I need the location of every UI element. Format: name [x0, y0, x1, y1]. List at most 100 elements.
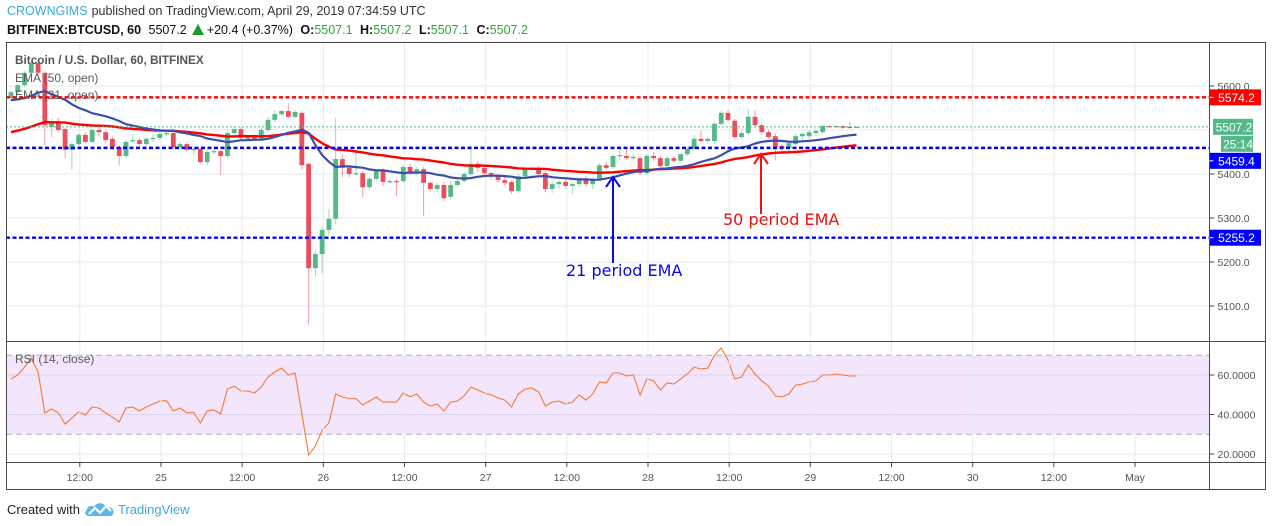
- candle-down: [346, 166, 352, 178]
- candle-up: [387, 178, 393, 185]
- up-triangle-icon: [191, 24, 204, 35]
- candle-body: [617, 155, 623, 157]
- candle-down: [657, 155, 663, 170]
- candle-up: [130, 133, 136, 144]
- candle-down: [583, 176, 589, 186]
- candle-body: [116, 147, 122, 156]
- candle-body: [191, 148, 197, 151]
- price-axis-label: 5400.0: [1218, 169, 1250, 181]
- candle-body: [441, 185, 447, 199]
- candle-body: [739, 133, 744, 138]
- price-tag: 5255.2: [1209, 229, 1261, 246]
- rsi-legend[interactable]: RSI (14, close): [15, 352, 95, 366]
- candle-down: [827, 125, 832, 128]
- time-axis-label: 26: [317, 472, 329, 484]
- candle-down: [542, 170, 548, 193]
- price-axis-label: 5100.0: [1218, 301, 1250, 313]
- candle-body: [515, 176, 521, 192]
- candle-down: [103, 130, 109, 144]
- candle-up: [793, 133, 799, 146]
- candle-up: [191, 147, 197, 155]
- candle-body: [576, 178, 582, 185]
- candle-up: [712, 122, 717, 144]
- candle-up: [718, 111, 724, 127]
- candle-up: [833, 125, 839, 128]
- ema21-line: [10, 89, 857, 181]
- candle-body: [367, 178, 372, 188]
- candle-up: [630, 154, 636, 161]
- candle-down: [238, 126, 244, 141]
- price-tag-label: 5255.2: [1218, 231, 1255, 245]
- time-axis[interactable]: 12:00 25 12:00 26 12:00 27 12:00 28 12:00 29 12:00…: [67, 462, 1146, 484]
- candle-body: [509, 181, 514, 192]
- candle-body: [847, 126, 853, 129]
- candle-body: [184, 144, 190, 150]
- time-axis-label: 12:00: [1041, 472, 1067, 484]
- candle-up: [813, 129, 819, 137]
- candle-up: [455, 178, 460, 188]
- candle-body: [678, 154, 684, 161]
- price-tag-label: 5574.2: [1218, 91, 1255, 105]
- last-price: 5507.2: [148, 23, 187, 37]
- candle-body: [705, 138, 711, 141]
- candle-up: [806, 130, 812, 139]
- candle-up: [691, 134, 697, 152]
- rsi-axis[interactable]: 60.0000 40.0000 20.0000: [1209, 370, 1256, 461]
- low-label: L:: [418, 23, 431, 37]
- candle-down: [502, 177, 508, 185]
- candle-up: [225, 130, 230, 159]
- candle-body: [340, 159, 345, 168]
- candle-body: [204, 152, 210, 163]
- candle-up: [468, 144, 474, 177]
- candle-body: [766, 132, 771, 138]
- ema21-legend[interactable]: EMA (21, open): [15, 88, 99, 102]
- candle-body: [225, 133, 230, 156]
- candle-body: [482, 167, 487, 174]
- rsi-pane: [6, 346, 1210, 457]
- candle-body: [15, 85, 21, 93]
- candle-up: [333, 118, 339, 225]
- candle-body: [651, 155, 656, 159]
- candle-up: [617, 149, 623, 160]
- candle-body: [644, 155, 650, 174]
- candle-body: [103, 132, 109, 141]
- candle-body: [414, 169, 420, 174]
- candle-body: [448, 185, 454, 197]
- candle-body: [813, 130, 819, 134]
- candle-body: [353, 173, 359, 175]
- candle-body: [603, 165, 609, 168]
- candle-down: [170, 132, 176, 149]
- candle-up: [69, 141, 75, 171]
- candle-body: [299, 112, 305, 166]
- candle-up: [265, 116, 271, 133]
- candle-body: [495, 176, 501, 181]
- candle-body: [718, 112, 724, 124]
- tradingview-logo-icon: [85, 503, 114, 516]
- candle-down: [651, 152, 656, 161]
- price-tag: 5459.4: [1209, 152, 1261, 169]
- time-axis-label: 12:00: [229, 472, 255, 484]
- candle-down: [394, 178, 399, 196]
- candle-body: [542, 173, 548, 189]
- tradingview-link[interactable]: TradingView: [84, 500, 190, 518]
- candle-body: [170, 133, 176, 148]
- candle-body: [28, 63, 34, 73]
- candle-body: [827, 126, 832, 128]
- candle-up: [211, 149, 217, 155]
- author-link[interactable]: CROWNGIMS: [7, 4, 88, 18]
- ema50-legend[interactable]: EMA (50, open): [15, 71, 99, 85]
- candle-down: [299, 111, 305, 170]
- candle-body: [326, 218, 332, 230]
- candle-down: [42, 71, 48, 145]
- candle-body: [387, 181, 393, 183]
- candle-body: [759, 125, 765, 133]
- candle-body: [35, 63, 41, 73]
- high-label: H:: [360, 23, 374, 37]
- series-legend-title[interactable]: Bitcoin / U.S. Dollar, 60, BITFINEX: [15, 53, 204, 67]
- candle-body: [157, 133, 163, 138]
- candle-body: [319, 229, 325, 255]
- time-axis-label: 30: [967, 472, 979, 484]
- time-axis-label: 29: [804, 472, 816, 484]
